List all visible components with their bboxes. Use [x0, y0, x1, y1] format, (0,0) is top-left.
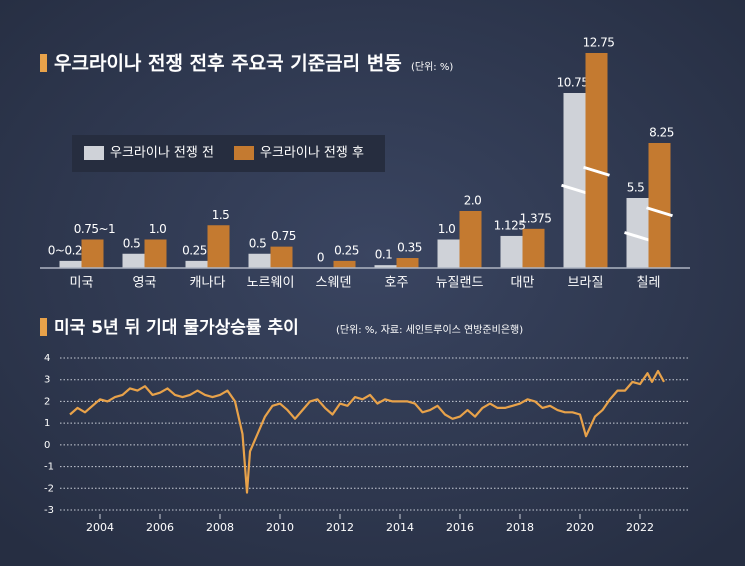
- x-tick-label: 칠레: [637, 276, 661, 291]
- x-tick-label: 캐나다: [190, 276, 226, 291]
- legend-label: 우크라이나 전쟁 후: [260, 146, 364, 161]
- axis-break: [624, 231, 651, 242]
- y-tick-label: -2: [44, 483, 54, 494]
- bar: [185, 260, 208, 268]
- value-label: 0.5: [249, 236, 267, 250]
- bar: [270, 246, 293, 268]
- x-tick-label: 브라질: [568, 276, 604, 291]
- y-tick-label: 4: [44, 353, 50, 364]
- bar: [333, 260, 356, 268]
- x-tick-label: 2014: [386, 521, 414, 534]
- x-tick-label: 미국: [70, 276, 94, 291]
- x-tick-label: 영국: [133, 276, 157, 291]
- bar: [207, 225, 230, 268]
- y-tick-label: 1: [44, 418, 50, 429]
- value-label: 10.75: [557, 76, 589, 90]
- axis-break: [646, 206, 673, 218]
- chart-subtitle: (단위: %): [411, 60, 453, 73]
- bar: [374, 265, 397, 268]
- legend-swatch: [234, 146, 254, 160]
- x-tick-label: 스웨덴: [316, 276, 352, 291]
- bar: [500, 235, 523, 268]
- series-line: [69, 369, 665, 494]
- title-marker: [40, 54, 47, 72]
- x-tick-label: 2012: [326, 521, 354, 534]
- legend-swatch: [84, 146, 104, 160]
- value-label: 0~0.25: [48, 243, 89, 257]
- bar: [522, 228, 545, 268]
- value-label: 2.0: [464, 194, 482, 208]
- value-label: 0.75: [271, 229, 296, 243]
- legend-box: [72, 135, 385, 172]
- value-label: 1.375: [520, 211, 552, 225]
- y-tick-label: -1: [44, 462, 54, 473]
- title-marker: [40, 318, 47, 336]
- x-tick-label: 2018: [506, 521, 534, 534]
- y-tick-label: -3: [44, 505, 54, 516]
- chart-title: 미국 5년 뒤 기대 물가상승률 추이: [54, 317, 299, 338]
- value-label: 0.5: [123, 236, 141, 250]
- bar: [563, 93, 586, 268]
- x-tick-label: 2010: [266, 521, 294, 534]
- bar: [437, 239, 460, 268]
- legend-label: 우크라이나 전쟁 전: [110, 146, 214, 161]
- axis-break: [561, 183, 588, 195]
- y-tick-label: 0: [44, 440, 50, 451]
- x-tick-label: 호주: [385, 276, 409, 291]
- value-label: 0: [317, 251, 324, 265]
- x-tick-label: 노르웨이: [247, 276, 295, 291]
- value-label: 0.1: [375, 248, 393, 262]
- bar: [459, 211, 482, 268]
- value-label: 0.25: [334, 243, 359, 257]
- axis-break: [583, 165, 610, 177]
- bar: [122, 253, 145, 268]
- x-tick-label: 대만: [511, 276, 535, 291]
- x-tick-label: 2008: [206, 521, 234, 534]
- bar: [585, 53, 608, 268]
- value-label: 12.75: [583, 36, 615, 50]
- value-label: 8.25: [649, 126, 674, 140]
- x-tick-label: 2006: [146, 521, 174, 534]
- x-tick-label: 2004: [86, 521, 114, 534]
- y-tick-label: 3: [44, 375, 50, 386]
- chart-subtitle: (단위: %, 자료: 세인트루이스 연방준비은행): [336, 323, 523, 336]
- x-tick-label: 뉴질랜드: [436, 276, 484, 291]
- y-tick-label: 2: [44, 396, 50, 407]
- value-label: 1.0: [149, 222, 167, 236]
- chart-title: 우크라이나 전쟁 전후 주요국 기준금리 변동: [54, 53, 402, 75]
- bar: [59, 260, 82, 268]
- value-label: 0.75~1: [74, 222, 115, 236]
- bar: [626, 198, 649, 268]
- x-tick-label: 2016: [446, 521, 474, 534]
- bar: [144, 239, 167, 268]
- x-tick-label: 2022: [626, 521, 654, 534]
- value-label: 1.125: [494, 218, 526, 232]
- x-tick-label: 2020: [566, 521, 594, 534]
- value-label: 5.5: [627, 181, 645, 195]
- value-label: 0.25: [182, 243, 207, 257]
- value-label: 1.0: [438, 222, 456, 236]
- value-label: 0.35: [397, 241, 422, 255]
- value-label: 1.5: [212, 208, 230, 222]
- bar: [396, 258, 419, 268]
- bar: [648, 143, 671, 268]
- bar: [248, 253, 271, 268]
- bar: [81, 239, 104, 268]
